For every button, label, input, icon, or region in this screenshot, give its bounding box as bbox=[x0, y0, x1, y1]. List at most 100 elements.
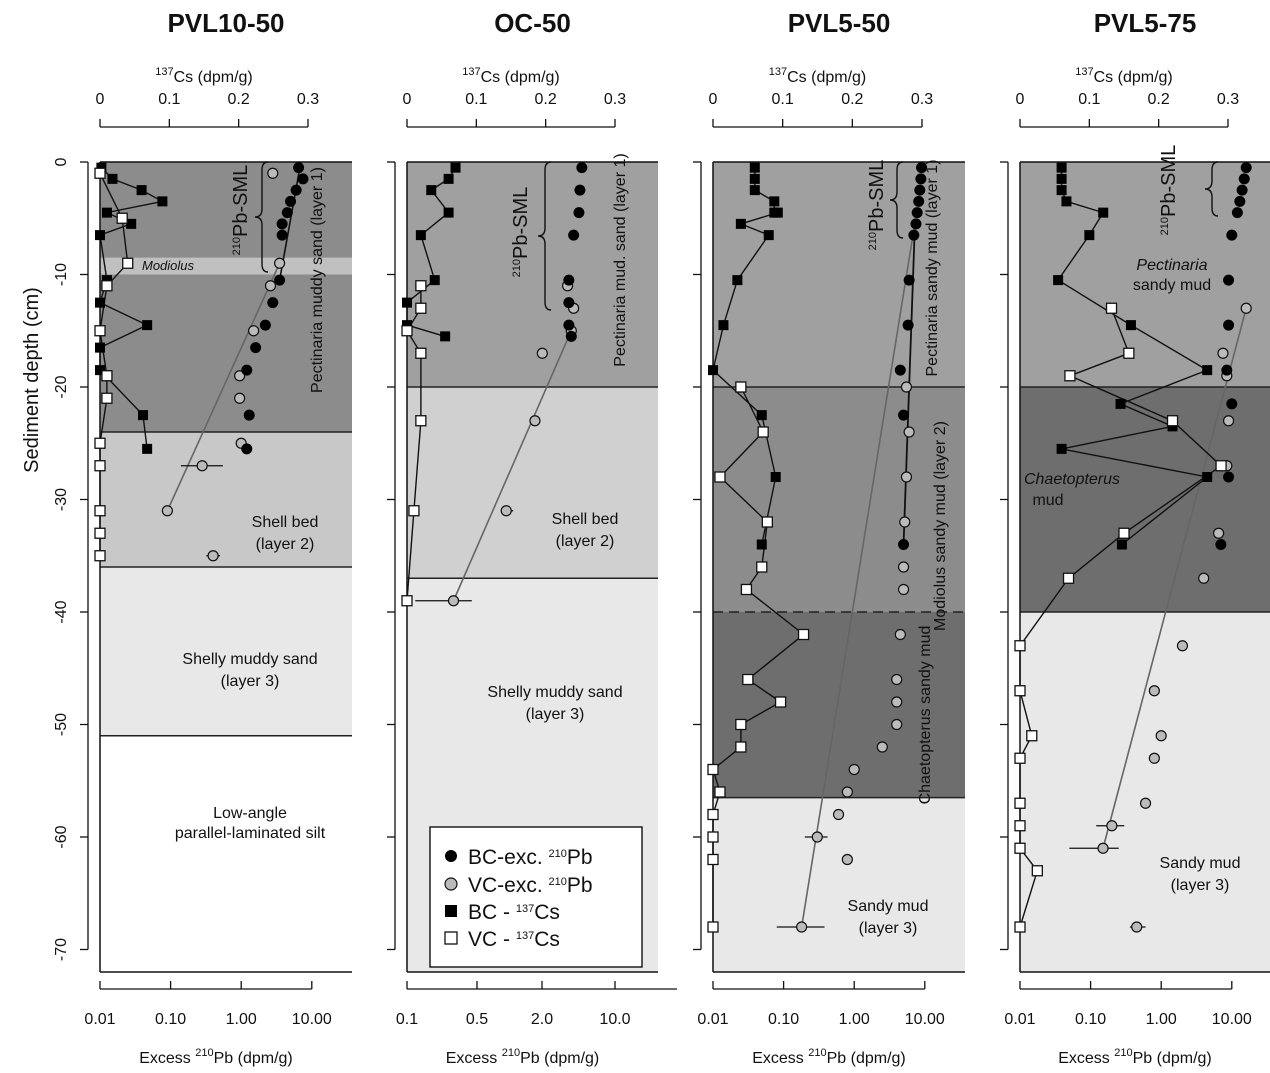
bc-cs-point bbox=[749, 162, 760, 173]
vc-pb-point bbox=[841, 786, 853, 798]
vc-pb-point bbox=[447, 595, 460, 607]
bc-cs-point bbox=[415, 230, 426, 241]
bc-cs-point bbox=[440, 331, 451, 342]
layer1-label-2: Pectinaria mud. sand (layer 1) bbox=[612, 153, 629, 366]
vc-cs-point bbox=[1014, 752, 1026, 764]
layer-band bbox=[1020, 162, 1270, 387]
bc-cs-point bbox=[718, 320, 729, 331]
vc-cs-point bbox=[707, 853, 719, 866]
bc-pb-point bbox=[898, 409, 910, 421]
vc-cs-point bbox=[1014, 842, 1026, 854]
legend-label: VC - 137Cs bbox=[468, 928, 560, 951]
vc-cs-point bbox=[707, 831, 719, 843]
bc-cs-point bbox=[1084, 230, 1095, 241]
vc-pb-point bbox=[1240, 302, 1252, 314]
bc-cs-point bbox=[95, 297, 105, 308]
bc-pb-point bbox=[1223, 471, 1235, 483]
bc-cs-point bbox=[749, 185, 760, 196]
legend-marker-bc-pb bbox=[445, 850, 457, 862]
y-tick-label: -20 bbox=[53, 375, 70, 398]
bc-cs-point bbox=[137, 410, 148, 421]
vc-cs-point bbox=[1014, 685, 1026, 697]
cs-tick-label: 0.2 bbox=[841, 91, 863, 108]
bc-pb-point bbox=[243, 409, 255, 421]
vc-pb-point bbox=[248, 325, 260, 337]
vc-cs-point bbox=[761, 516, 773, 528]
layer4-label-1: Low-angle bbox=[213, 805, 287, 822]
bc-cs-point bbox=[443, 207, 454, 218]
bc-pb-point bbox=[902, 319, 914, 331]
bc-cs-point bbox=[1202, 472, 1213, 482]
bc-pb-point bbox=[1236, 184, 1248, 196]
bc-cs-point bbox=[1056, 443, 1067, 454]
layer3-sub-3: (layer 3) bbox=[859, 920, 918, 937]
pb-tick-label: 0.10 bbox=[1075, 1011, 1106, 1028]
sml-brace-1 bbox=[254, 161, 269, 273]
vc-pb-point bbox=[196, 460, 208, 472]
bc-cs-point bbox=[1056, 173, 1067, 184]
bc-pb-point bbox=[563, 319, 575, 331]
vc-cs-point bbox=[1105, 302, 1118, 314]
cs-tick-label: 0 bbox=[1016, 91, 1025, 108]
pb-tick-label: 1.00 bbox=[226, 1011, 257, 1028]
bc-cs-point bbox=[756, 539, 767, 550]
bc-cs-point bbox=[732, 275, 743, 286]
bc-cs-point bbox=[95, 342, 105, 353]
layer3-sub-4: (layer 3) bbox=[1171, 877, 1230, 894]
layer1-label-1: Pectinaria muddy sand (layer 1) bbox=[309, 167, 326, 393]
vc-cs-point bbox=[408, 505, 420, 517]
modiolus-label: Modiolus bbox=[142, 258, 195, 273]
pb-tick-label: 0.10 bbox=[768, 1011, 799, 1028]
y-tick-label: -10 bbox=[53, 263, 70, 286]
legend-marker-bc-cs bbox=[445, 905, 457, 917]
y-tick-label: 0 bbox=[53, 157, 70, 166]
vc-cs-line bbox=[1019, 308, 1223, 928]
bc-cs-point bbox=[426, 185, 437, 196]
bc-cs-point bbox=[772, 207, 783, 218]
bc-pb-point bbox=[1240, 162, 1252, 174]
layer3-label-2: Shelly muddy sand bbox=[487, 684, 622, 701]
pb-tick-label: 1.00 bbox=[839, 1011, 870, 1028]
sml-label-3: 210Pb-SML bbox=[866, 160, 888, 251]
pb-tick-label: 10.00 bbox=[1212, 1011, 1252, 1028]
bc-cs-point bbox=[450, 162, 461, 173]
vc-cs-point bbox=[1118, 527, 1130, 539]
pb-axis-title: Excess 210Pb (dpm/g) bbox=[1058, 1047, 1212, 1067]
bc-pb-point bbox=[568, 229, 580, 241]
bc-cs-point bbox=[756, 410, 767, 421]
vc-cs-point bbox=[1064, 370, 1076, 382]
vc-cs-point bbox=[415, 302, 427, 314]
cs-tick-label: 0.2 bbox=[228, 91, 250, 108]
bc-cs-point bbox=[1125, 320, 1136, 331]
cs-tick-label: 0.3 bbox=[1217, 91, 1239, 108]
bc-cs-point bbox=[1115, 398, 1126, 409]
layer1-label-3: Pectinaria sandy mud (layer 1) bbox=[924, 160, 941, 377]
cs-axis-title: 137Cs (dpm/g) bbox=[769, 66, 866, 86]
vc-cs-point bbox=[707, 808, 719, 821]
bc-pb-point bbox=[276, 229, 288, 241]
layer2-label-3: Modiolus sandy mud (layer 2) bbox=[932, 421, 949, 631]
vc-cs-point bbox=[401, 595, 413, 607]
bc-pb-point bbox=[563, 274, 575, 286]
panel-title: PVL10-50 bbox=[167, 8, 284, 38]
vc-cs-point bbox=[735, 381, 747, 393]
chaeto-label-4: Chaetopterus bbox=[1024, 471, 1120, 488]
vc-pb-point bbox=[1176, 640, 1189, 652]
layer1-label-4: Pectinaria bbox=[1136, 257, 1207, 274]
cs-tick-label: 0.3 bbox=[604, 91, 626, 108]
vc-cs-point bbox=[94, 527, 106, 539]
cs-tick-label: 0.3 bbox=[297, 91, 319, 108]
layer-band bbox=[713, 797, 965, 972]
vc-cs-point bbox=[94, 460, 106, 472]
vc-cs-point bbox=[714, 471, 726, 483]
pb-tick-label: 2.0 bbox=[531, 1011, 553, 1028]
bc-pb-point bbox=[908, 229, 920, 241]
vc-pb-fit-line bbox=[1102, 308, 1247, 849]
pb-axis-title: Excess 210Pb (dpm/g) bbox=[139, 1047, 293, 1067]
bc-pb-point bbox=[1226, 398, 1238, 410]
vc-pb-point bbox=[900, 381, 913, 393]
bc-pb-point bbox=[267, 297, 279, 309]
vc-pb-point bbox=[267, 167, 279, 179]
vc-pb-point bbox=[811, 831, 823, 843]
